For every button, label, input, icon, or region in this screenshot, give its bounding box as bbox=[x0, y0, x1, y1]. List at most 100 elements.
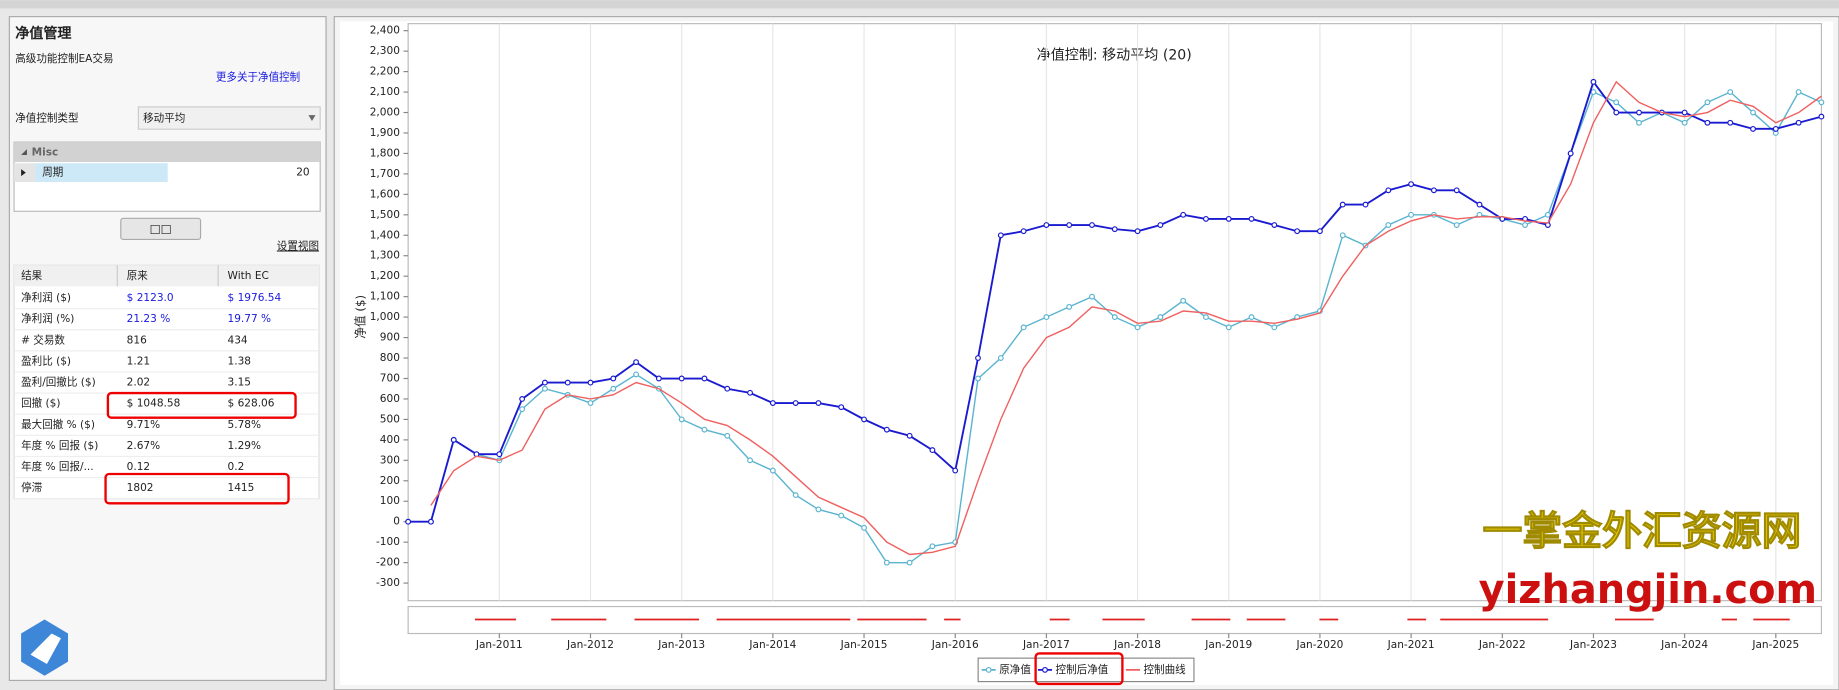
point bbox=[838, 512, 845, 519]
y-tick-label: -100 bbox=[376, 536, 400, 548]
type-label: 净值控制类型 bbox=[15, 112, 79, 125]
table-cell: 盈利/回撤比 ($) bbox=[21, 376, 96, 389]
group-name: Misc bbox=[32, 147, 59, 159]
table-cell: 净利润 (%) bbox=[21, 312, 74, 325]
plot: -300 -200 -100 0 100 200 300 400 500 600 700 800 900… bbox=[370, 23, 1825, 651]
point bbox=[1522, 222, 1529, 228]
point bbox=[1818, 99, 1825, 106]
point bbox=[1681, 119, 1688, 126]
point bbox=[1681, 109, 1688, 116]
point bbox=[861, 416, 867, 423]
point bbox=[1180, 297, 1187, 304]
legend-label: 控制曲线 bbox=[1144, 663, 1187, 676]
table-header-cell: 结果 bbox=[21, 269, 43, 282]
point bbox=[997, 355, 1004, 361]
highlight bbox=[104, 472, 290, 505]
y-axis-label: 净值 ($) bbox=[354, 295, 368, 339]
point bbox=[906, 559, 913, 566]
point bbox=[1339, 232, 1346, 239]
row-pointer bbox=[21, 169, 26, 177]
table-cell: 19.77 % bbox=[228, 313, 272, 325]
point bbox=[610, 375, 617, 382]
table-cell: 9.71% bbox=[127, 419, 161, 431]
point bbox=[1613, 109, 1620, 116]
table-cell: 1802 bbox=[127, 482, 154, 494]
point bbox=[747, 389, 753, 396]
point bbox=[1613, 99, 1620, 106]
point bbox=[1704, 119, 1711, 126]
table-cell: # 交易数 bbox=[21, 333, 65, 346]
x-tick-label: Jan-2024 bbox=[1660, 639, 1708, 651]
y-tick-label: 100 bbox=[380, 495, 400, 507]
property-selected[interactable] bbox=[35, 163, 168, 182]
y-tick-label: 2,300 bbox=[370, 45, 400, 57]
x-tick-label: Jan-2018 bbox=[1113, 639, 1161, 651]
point bbox=[1316, 228, 1323, 235]
point bbox=[1020, 324, 1027, 331]
y-tick-label: 0 bbox=[393, 516, 400, 528]
point bbox=[883, 426, 890, 433]
x-tick-label: Jan-2012 bbox=[566, 639, 614, 651]
point bbox=[792, 492, 799, 499]
table-cell: 1.21 bbox=[127, 355, 150, 367]
point bbox=[815, 400, 822, 406]
property-value[interactable]: 20 bbox=[296, 167, 310, 179]
point bbox=[952, 467, 959, 474]
table-cell: 434 bbox=[228, 334, 248, 346]
point bbox=[724, 385, 731, 392]
point bbox=[1590, 78, 1597, 85]
view-link[interactable]: 设置视图 bbox=[277, 239, 319, 252]
button[interactable] bbox=[120, 217, 202, 241]
y-tick-label: 1,700 bbox=[370, 168, 400, 180]
y-tick-label: 1,000 bbox=[370, 311, 400, 323]
point bbox=[1089, 222, 1095, 228]
point bbox=[1225, 324, 1232, 331]
type-select[interactable] bbox=[137, 106, 321, 130]
table-cell: 盈利比 ($) bbox=[21, 354, 71, 367]
group-toggle[interactable] bbox=[21, 149, 27, 156]
button-label: □□ bbox=[150, 221, 172, 235]
point bbox=[1043, 314, 1050, 321]
point bbox=[747, 457, 753, 464]
group-header bbox=[14, 142, 321, 163]
point bbox=[997, 232, 1004, 239]
y-tick-label: 1,800 bbox=[370, 147, 400, 159]
property-name: 周期 bbox=[42, 167, 63, 179]
y-tick-label: 600 bbox=[380, 393, 400, 405]
point bbox=[1271, 222, 1278, 228]
x-tick-label: Jan-2020 bbox=[1295, 639, 1343, 651]
point bbox=[724, 432, 731, 439]
point bbox=[1089, 293, 1095, 300]
point bbox=[541, 385, 548, 392]
table-header-cell: 原来 bbox=[127, 270, 149, 282]
point bbox=[1294, 228, 1301, 235]
point bbox=[1795, 119, 1802, 126]
point bbox=[610, 385, 617, 392]
table-cell: $ 1048.58 bbox=[127, 398, 181, 410]
watermark: yizhangjin.com bbox=[1479, 567, 1817, 613]
point bbox=[701, 426, 708, 433]
table-cell: 年度 % 回报/... bbox=[21, 460, 94, 473]
x-tick-label: Jan-2014 bbox=[748, 639, 796, 651]
point bbox=[1795, 89, 1802, 95]
x-tick-label: Jan-2017 bbox=[1022, 639, 1070, 651]
x-tick-label: Jan-2013 bbox=[657, 639, 705, 651]
y-tick-label: 2,000 bbox=[370, 107, 400, 119]
point bbox=[633, 371, 640, 378]
point bbox=[1271, 324, 1278, 331]
point bbox=[1203, 314, 1209, 321]
point bbox=[1203, 215, 1209, 222]
table-cell: 21.23 % bbox=[127, 313, 171, 325]
point bbox=[655, 375, 662, 382]
table-cell: 1415 bbox=[228, 482, 255, 494]
point bbox=[1567, 150, 1574, 157]
table-header-cell: With EC bbox=[228, 270, 269, 282]
link[interactable]: 更多关于净值控制 bbox=[216, 71, 300, 84]
table-cell: 停滞 bbox=[21, 481, 43, 494]
point bbox=[1727, 119, 1734, 126]
point bbox=[1157, 222, 1164, 228]
y-tick-label: 1,200 bbox=[370, 270, 400, 282]
point bbox=[1704, 99, 1711, 106]
